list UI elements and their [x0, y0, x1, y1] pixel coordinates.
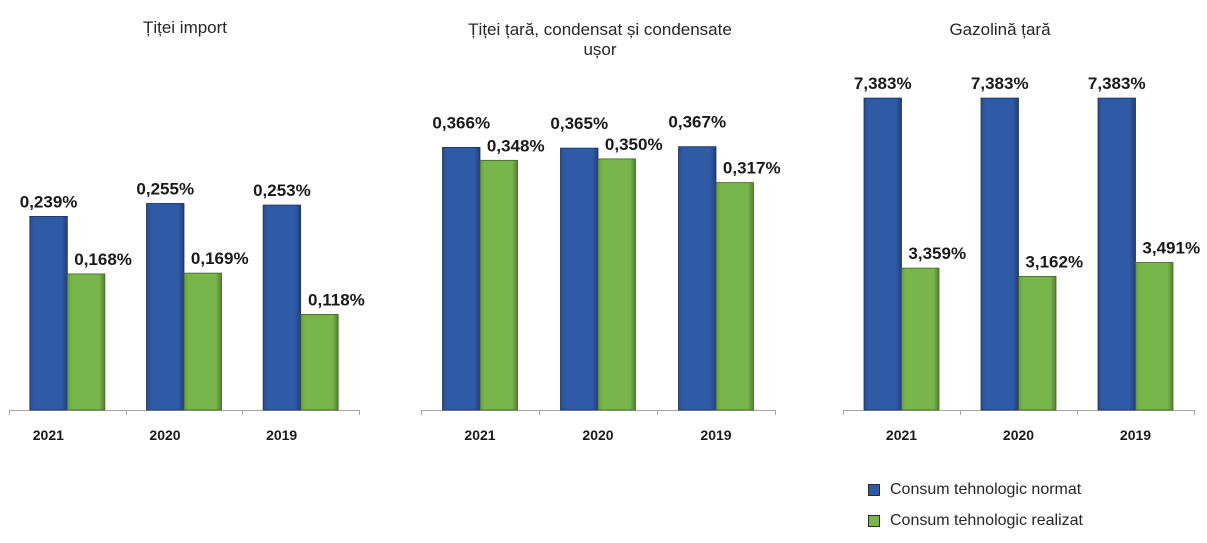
data-label-normat-2019: 0,253%	[253, 181, 311, 200]
category-label-2019: 2019	[700, 427, 731, 443]
chart-title-1: Țiței import	[142, 18, 228, 37]
chart-panel-3: 7,383% 7,383% 7,383% 3,359% 3,162% 3,491% 2021…	[843, 74, 1200, 443]
data-label-normat-2019: 0,367%	[668, 113, 726, 132]
data-label-normat-2021: 7,383%	[854, 74, 912, 93]
legend-item-realizat: Consum tehnologic realizat	[866, 512, 1083, 530]
category-label-2020: 2020	[149, 427, 180, 443]
category-label-2019: 2019	[266, 427, 297, 443]
data-label-realizat-2019: 0,317%	[723, 159, 781, 178]
bar-normat-2019	[262, 204, 302, 411]
bar-normat-2021	[442, 146, 481, 411]
bar-realizat-2019	[715, 182, 754, 411]
bar-normat-2019	[1097, 97, 1136, 411]
bar-normat-2021	[863, 97, 902, 411]
bar-normat-2019	[678, 146, 717, 411]
data-label-normat-2020: 0,365%	[550, 114, 608, 133]
bar-realizat-2021	[66, 273, 106, 411]
chart-panel-1: 0,239% 0,255% 0,253% 0,168% 0,169% 0,118% 2021…	[9, 179, 365, 443]
legend-item-normat: Consum tehnologic normat	[866, 481, 1083, 499]
bar-normat-2020	[560, 147, 599, 411]
category-label-2020: 2020	[1003, 427, 1034, 443]
data-label-normat-2021: 0,239%	[20, 192, 78, 211]
category-label-2021: 2021	[886, 427, 917, 443]
bar-realizat-2020	[1018, 276, 1057, 411]
bar-realizat-2019	[300, 314, 339, 411]
bar-normat-2021	[29, 216, 68, 411]
bar-normat-2020	[146, 203, 185, 411]
category-label-2021: 2021	[33, 427, 64, 443]
legend-label-realizat: Consum tehnologic realizat	[890, 512, 1083, 529]
data-label-realizat-2021: 3,359%	[908, 244, 966, 263]
bar-normat-2020	[980, 97, 1019, 411]
data-label-realizat-2020: 0,350%	[605, 135, 663, 154]
data-label-realizat-2020: 3,162%	[1025, 252, 1083, 271]
chart-title-3: Gazolină țară	[949, 20, 1051, 39]
legend-swatch-realizat	[868, 515, 880, 527]
legend-label-normat: Consum tehnologic normat	[890, 481, 1082, 498]
chart-figure: 0,239% 0,255% 0,253% 0,168% 0,169% 0,118% 2021…	[9, 18, 1200, 529]
chart-title-2: Țiței țară, condensat și condensate ușor	[468, 20, 732, 59]
category-label-2020: 2020	[582, 427, 613, 443]
bar-realizat-2020	[183, 272, 222, 411]
chart-panel-2: 0,366% 0,365% 0,367% 0,348% 0,350% 0,317% 2021…	[421, 113, 781, 443]
data-label-realizat-2019: 3,491%	[1142, 239, 1200, 258]
bar-realizat-2020	[597, 158, 636, 411]
bar-realizat-2019	[1135, 262, 1174, 411]
legend-swatch-normat	[868, 484, 880, 496]
data-label-normat-2020: 0,255%	[136, 179, 194, 198]
data-label-normat-2020: 7,383%	[971, 74, 1029, 93]
data-label-realizat-2021: 0,168%	[74, 250, 132, 269]
bar-charts-canvas: 0,239% 0,255% 0,253% 0,168% 0,169% 0,118% 2021…	[9, 74, 1200, 443]
category-label-2019: 2019	[1120, 427, 1151, 443]
bar-realizat-2021	[479, 159, 518, 411]
data-label-normat-2021: 0,366%	[432, 113, 490, 132]
chart-legend: Consum tehnologic normat Consum tehnolog…	[866, 481, 1083, 543]
bar-realizat-2021	[901, 267, 940, 411]
data-label-realizat-2019: 0,118%	[308, 290, 365, 309]
data-label-realizat-2021: 0,348%	[487, 136, 545, 155]
data-label-realizat-2020: 0,169%	[191, 249, 249, 268]
category-label-2021: 2021	[464, 427, 495, 443]
data-label-normat-2019: 7,383%	[1088, 74, 1146, 93]
